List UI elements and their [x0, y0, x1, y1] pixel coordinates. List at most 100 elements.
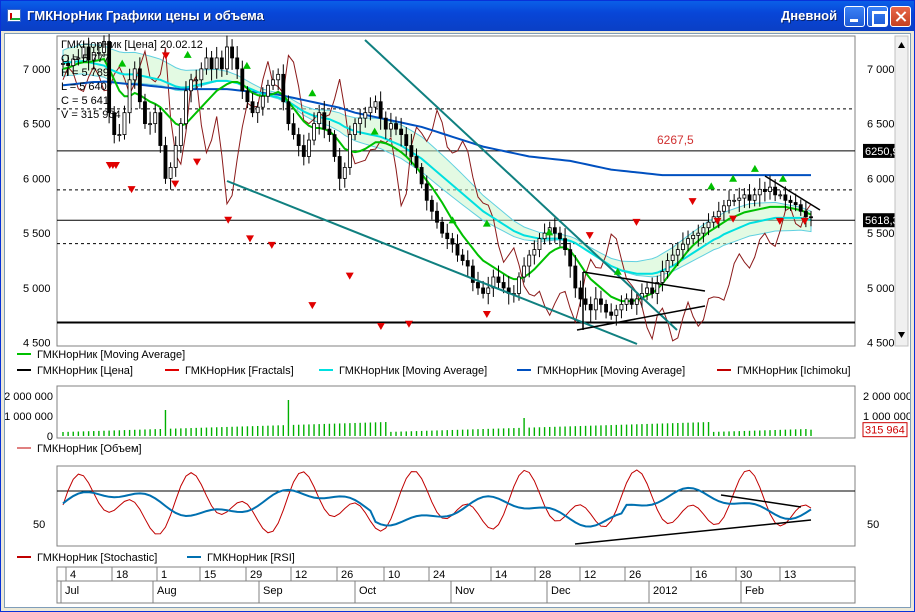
info-line: H = 5 789: [61, 67, 109, 79]
vertical-scrollbar[interactable]: [894, 35, 909, 347]
candle-body: [102, 41, 106, 53]
candle-body: [204, 57, 209, 70]
candle-body: [342, 167, 347, 179]
day-label: 4: [70, 569, 76, 581]
fractal-up-marker: [545, 228, 554, 236]
candle-body: [624, 298, 629, 305]
candle-body: [604, 303, 608, 313]
candle-body: [737, 197, 742, 201]
price-axis-label: 4 500: [23, 338, 51, 350]
candle-body: [143, 101, 147, 125]
fractal-up-marker: [778, 174, 787, 182]
candle-body: [419, 167, 424, 185]
maximize-button[interactable]: [867, 6, 888, 27]
candle-body: [470, 265, 475, 283]
legend-label: ГМКНорНик [Цена]: [37, 365, 133, 377]
candle-body: [691, 234, 696, 240]
candle-body: [306, 139, 311, 157]
minimize-icon: [845, 7, 864, 26]
day-label: 24: [433, 569, 445, 581]
fractal-up-marker: [370, 127, 379, 135]
candle-body: [645, 287, 649, 294]
candle-body: [537, 238, 542, 251]
price-axis-label: 6 000: [867, 173, 895, 185]
volume-legend: ГМКНорНик [Объем]: [17, 443, 142, 455]
fractal-down-marker: [688, 198, 697, 206]
candle-body: [701, 227, 706, 234]
volume-marker-box: [862, 422, 908, 438]
candle-body: [117, 134, 122, 136]
candle-body: [496, 276, 501, 283]
fractal-up-marker: [613, 267, 622, 275]
month-label: Aug: [157, 585, 177, 597]
candle-body: [235, 57, 240, 70]
close-button[interactable]: [890, 6, 911, 27]
info-line: L = 5 640: [61, 81, 107, 93]
volume-panel[interactable]: 2 000 000 1 000 000 2 000 000 1 000 000 0 315…: [4, 385, 912, 443]
candle-body: [178, 123, 183, 146]
candle-body: [132, 68, 137, 81]
candle-body: [573, 265, 578, 289]
candle-body: [137, 68, 142, 103]
candle-body: [757, 188, 762, 196]
legend-label: ГМКНорНик [Stochastic]: [37, 552, 157, 564]
candle-body: [322, 112, 327, 130]
candle-body: [429, 199, 434, 212]
scroll-down-icon[interactable]: [898, 332, 905, 338]
fractal-down-marker: [800, 217, 809, 225]
volume-axis-label: 2 000 000: [5, 391, 53, 403]
candle-body: [173, 145, 178, 168]
candle-body: [424, 183, 429, 201]
candle-body: [199, 68, 204, 81]
candle-body: [148, 123, 153, 126]
fractal-down-marker: [404, 320, 413, 328]
candle-body: [291, 123, 296, 135]
candle-body: [578, 287, 583, 300]
candle-body: [327, 128, 332, 135]
candle-body: [296, 134, 301, 146]
info-line: ГМКНорНик [Цена] 20.02.12: [61, 39, 203, 51]
candle-body: [230, 46, 234, 59]
legend-label: ГМКНорНик [RSI]: [207, 552, 295, 564]
candle-body: [353, 123, 357, 135]
candle-body: [542, 232, 547, 240]
legend-label: ГМКНорНик [Объем]: [37, 443, 142, 455]
day-label: 16: [695, 569, 707, 581]
candle-body: [394, 123, 398, 130]
maximize-icon: [868, 7, 887, 26]
candle-body: [798, 204, 803, 212]
period-label: Дневной: [781, 8, 838, 23]
candle-body: [732, 199, 737, 202]
price-panel[interactable]: 7 000 6 500 6 000 5 500 5 000 4 500 7 000 6 50…: [23, 31, 909, 350]
candle-body: [809, 216, 813, 219]
candle-body: [66, 62, 71, 66]
chart-area[interactable]: 7 000 6 500 6 000 5 500 5 000 4 500 7 000 6 50…: [4, 31, 912, 608]
candle-body: [599, 298, 603, 305]
candle-body: [609, 311, 614, 316]
candle-body: [747, 194, 752, 201]
candle-body: [527, 254, 532, 267]
candle-body: [742, 194, 747, 199]
candle-body: [127, 79, 132, 114]
fractal-down-marker: [729, 215, 738, 223]
candle-body: [409, 145, 414, 157]
candle-body: [450, 238, 455, 245]
scroll-up-icon[interactable]: [898, 42, 905, 48]
window-title: ГМКНорНик Графики цены и объема: [27, 8, 264, 23]
fractal-down-marker: [345, 272, 354, 280]
trend-lines: [226, 39, 821, 345]
oscillator-panel[interactable]: 50 50: [33, 465, 879, 547]
minimize-button[interactable]: [844, 6, 865, 27]
price-axis-label: 5 000: [867, 283, 895, 295]
candle-body: [214, 57, 219, 70]
info-line: V = 315 964: [61, 109, 121, 121]
candle-body: [168, 167, 173, 179]
candle-body: [378, 101, 383, 119]
title-bar[interactable]: ГМКНорНик Графики цены и объема Дневной: [1, 1, 914, 31]
candle-body: [86, 46, 91, 61]
candle-body: [209, 57, 214, 70]
fractal-up-marker: [482, 219, 491, 227]
candle-body: [455, 243, 460, 256]
